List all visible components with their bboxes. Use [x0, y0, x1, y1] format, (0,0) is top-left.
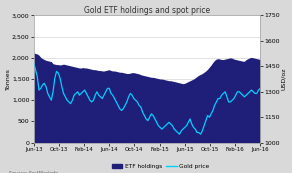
- Legend: ETF holdings, Gold price: ETF holdings, Gold price: [109, 162, 212, 172]
- Text: Source: FastMarkets: Source: FastMarkets: [9, 171, 58, 173]
- Y-axis label: Tonnes: Tonnes: [6, 68, 11, 90]
- Y-axis label: USD/oz: USD/oz: [281, 68, 286, 90]
- Title: Gold ETF holdings and spot price: Gold ETF holdings and spot price: [84, 6, 210, 15]
